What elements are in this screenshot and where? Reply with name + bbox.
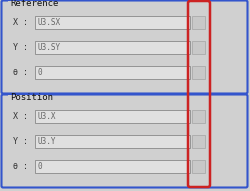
Bar bbox=[35, 66, 190, 79]
Text: U3.SX: U3.SX bbox=[37, 18, 60, 27]
Text: U3.Y: U3.Y bbox=[37, 137, 56, 146]
Bar bbox=[192, 66, 205, 79]
Text: Reference: Reference bbox=[10, 0, 58, 9]
Bar bbox=[35, 110, 190, 123]
Bar bbox=[8, 1, 52, 6]
Text: 0: 0 bbox=[37, 162, 42, 171]
Text: U3.X: U3.X bbox=[37, 112, 56, 121]
Bar bbox=[192, 41, 205, 54]
Bar bbox=[35, 16, 190, 29]
Bar bbox=[35, 160, 190, 173]
Bar bbox=[192, 110, 205, 123]
Text: X :: X : bbox=[13, 18, 28, 27]
Bar bbox=[192, 160, 205, 173]
FancyBboxPatch shape bbox=[2, 95, 248, 188]
Bar bbox=[35, 41, 190, 54]
Text: X :: X : bbox=[13, 112, 28, 121]
Text: Position: Position bbox=[10, 94, 53, 103]
Text: 0: 0 bbox=[37, 68, 42, 77]
Text: Y :: Y : bbox=[13, 137, 28, 146]
Bar bbox=[35, 135, 190, 148]
Text: θ :: θ : bbox=[13, 162, 28, 171]
Text: θ :: θ : bbox=[13, 68, 28, 77]
Bar bbox=[192, 16, 205, 29]
Bar bbox=[192, 135, 205, 148]
Text: U3.SY: U3.SY bbox=[37, 43, 60, 52]
Bar bbox=[8, 95, 48, 100]
Text: Y :: Y : bbox=[13, 43, 28, 52]
FancyBboxPatch shape bbox=[2, 1, 248, 94]
